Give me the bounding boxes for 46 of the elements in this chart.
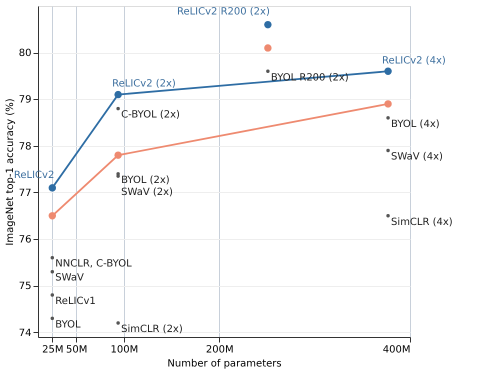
point [50,270,54,274]
annotation: SWaV (4x) [391,152,443,163]
y-tick-label: 74 [18,328,32,339]
y-tick-label: 76 [18,234,32,246]
y-tick-label: 79 [18,94,32,106]
x-tick-label: 400M [382,344,410,356]
annotation: SimCLR (2x) [121,324,183,336]
x-axis-title: Number of parameters [167,358,282,370]
point [114,90,122,98]
annotation: ReLICv2 (2x) [112,78,176,90]
point [50,293,54,297]
point [266,70,270,73]
annotation: SimCLR (4x) [391,216,453,228]
annotation: BYOL (4x) [391,118,440,130]
annotation: BYOL [55,319,82,330]
point [384,100,392,108]
x-tick-label: 100M [110,344,138,356]
annotation: ReLICv2 (4x) [382,55,446,66]
point [48,184,56,192]
point [386,116,390,120]
annotation: SWaV [55,272,84,284]
point [264,44,272,52]
y-tick-label: 78 [18,141,32,152]
point [50,256,54,260]
x-tick-label: 25M [42,344,64,356]
annotation: C-BYOL (2x) [121,110,180,121]
point [116,106,120,110]
annotation: ReLICv1 [55,296,96,308]
y-tick-label: 80 [18,48,32,60]
point [384,68,392,75]
point [116,321,120,325]
point [48,212,56,220]
annotation: BYOL (2x) [121,174,170,186]
y-tick-label: 77 [18,188,32,199]
y-axis-title: ImageNet top-1 accuracy (%) [4,98,16,246]
annotation: ReLICv2 R200 (2x) [176,6,270,18]
point [114,151,122,159]
x-tick-label: 200M [206,344,234,356]
annotation: SWaV (2x) [121,186,174,198]
annotation: NNCLR, C-BYOL [55,258,132,270]
y-tick-label: 75 [18,281,32,292]
point [264,20,272,28]
point [386,214,390,218]
point [50,316,54,320]
point [386,148,390,152]
x-tick-label: 50M [66,344,88,356]
